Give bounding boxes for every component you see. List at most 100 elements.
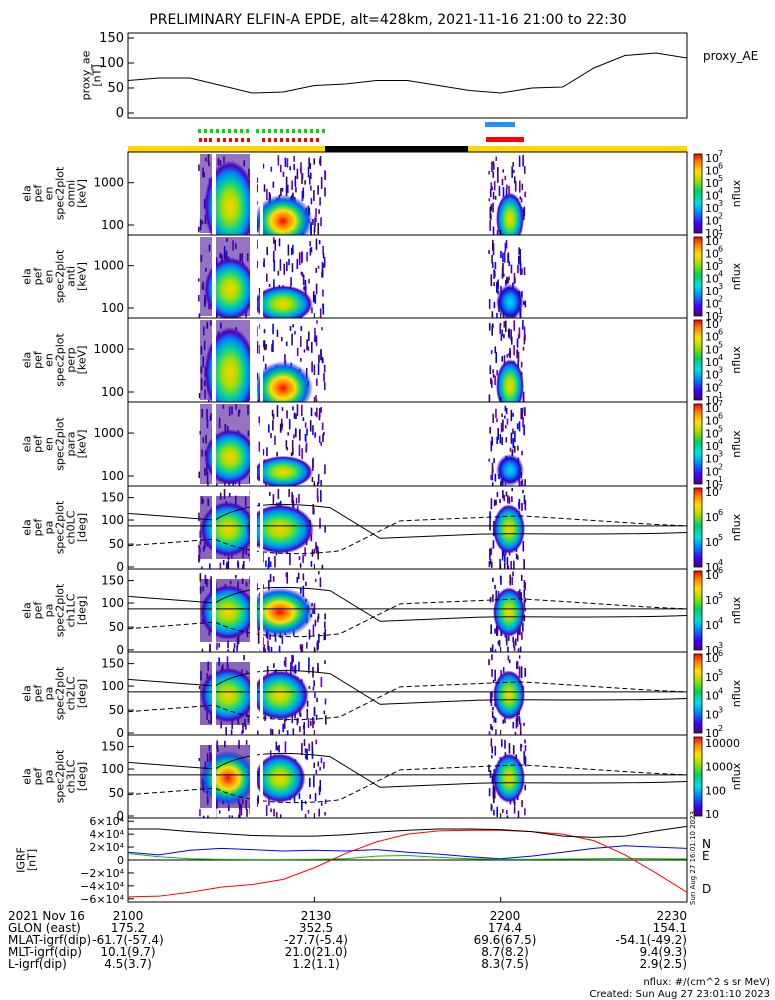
heatmap-speck xyxy=(314,327,316,338)
heatmap-speck xyxy=(490,379,493,388)
heatmap-speck xyxy=(198,512,200,522)
heatmap-speck xyxy=(513,320,516,331)
proxy-ae-tick-label: 50 xyxy=(107,81,124,96)
heatmap-speck xyxy=(274,633,277,642)
heatmap-speck xyxy=(491,726,494,731)
heatmap-speck xyxy=(287,432,289,436)
heatmap-speck xyxy=(317,265,320,269)
y-tick-label: 0 xyxy=(116,809,124,823)
heatmap-speck xyxy=(524,784,527,791)
heatmap-speck xyxy=(268,579,270,590)
heatmap-speck xyxy=(306,642,308,649)
heatmap-speck xyxy=(320,407,322,413)
heatmap-speck xyxy=(274,239,277,251)
heatmap-speck xyxy=(228,492,231,497)
heatmap-speck xyxy=(489,220,491,231)
heatmap-speck xyxy=(519,589,521,599)
green-marker xyxy=(304,129,307,133)
heatmap-speck xyxy=(315,217,317,222)
y-tick-label: 150 xyxy=(101,574,124,588)
colorbar-tick-label: 10 xyxy=(705,536,719,549)
heatmap-speck xyxy=(524,756,527,767)
heatmap-speck xyxy=(207,399,210,402)
colorbar-tick-label: 10 xyxy=(705,260,719,273)
heatmap-speck xyxy=(300,358,302,362)
heatmap-blob xyxy=(493,670,525,721)
heatmap-speck xyxy=(517,351,520,363)
heatmap-speck xyxy=(231,815,234,818)
heatmap-speck xyxy=(290,452,293,457)
heatmap-speck xyxy=(323,710,326,715)
heatmap-speck xyxy=(522,540,525,552)
heatmap-speck xyxy=(513,446,516,453)
heatmap-speck xyxy=(316,641,319,651)
heatmap-speck xyxy=(491,311,494,318)
heatmap-speck xyxy=(290,277,292,286)
heatmap-speck xyxy=(209,563,211,569)
heatmap-speck xyxy=(321,271,323,278)
heatmap-speck xyxy=(324,698,327,705)
heatmap-speck xyxy=(491,436,493,446)
heatmap-speck xyxy=(490,803,493,812)
heatmap-speck xyxy=(209,643,211,652)
heatmap-speck xyxy=(508,496,511,504)
heatmap-speck xyxy=(321,356,324,363)
heatmap-speck xyxy=(491,462,494,475)
heatmap-speck xyxy=(488,560,491,568)
y-tick-label: 0 xyxy=(116,643,124,657)
heatmap-speck xyxy=(262,163,265,169)
heatmap-speck xyxy=(299,167,302,172)
heatmap-speck xyxy=(523,495,526,505)
heatmap-speck xyxy=(299,563,302,568)
red-marker xyxy=(316,138,319,142)
heatmap-speck xyxy=(215,483,218,486)
heatmap-speck xyxy=(276,746,279,751)
heatmap-speck xyxy=(512,162,515,167)
heatmap-speck xyxy=(316,378,318,386)
heatmap-speck xyxy=(501,549,504,561)
colorbar-tick-exponent: 1 xyxy=(718,224,723,233)
heatmap-speck xyxy=(256,344,259,354)
heatmap-speck xyxy=(501,266,504,279)
colorbar-label: nflux xyxy=(730,346,743,374)
heatmap-speck xyxy=(279,259,282,271)
heatmap-speck xyxy=(315,769,318,774)
heatmap-speck xyxy=(323,762,325,769)
heatmap-speck xyxy=(511,451,514,457)
heatmap-speck xyxy=(199,548,201,553)
heatmap-speck xyxy=(323,632,326,641)
heatmap-speck xyxy=(272,250,275,262)
heatmap-speck xyxy=(496,370,498,376)
colorbar-tick-label: 10 xyxy=(705,644,719,657)
heatmap-speck xyxy=(314,432,317,437)
heatmap-speck xyxy=(501,437,503,446)
heatmap-speck xyxy=(294,178,297,187)
heatmap-speck xyxy=(516,349,518,359)
heatmap-speck xyxy=(492,226,495,235)
heatmap-speck xyxy=(488,764,490,772)
heatmap-speck xyxy=(502,252,504,263)
heatmap-speck xyxy=(232,648,235,652)
colorbar-label: nflux xyxy=(730,596,743,624)
colorbar-tick-label: 10 xyxy=(705,331,719,344)
heatmap-speck xyxy=(492,161,495,165)
heatmap-speck xyxy=(507,655,510,661)
heatmap-speck xyxy=(262,355,265,362)
heatmap-speck xyxy=(298,494,300,504)
heatmap-speck xyxy=(524,191,526,198)
colorbar-tick-exponent: 3 xyxy=(718,199,723,208)
heatmap-speck xyxy=(524,407,526,417)
heatmap-speck xyxy=(322,263,325,268)
heatmap-speck xyxy=(491,254,493,264)
heatmap-speck xyxy=(515,717,518,729)
colorbar-label: nflux xyxy=(730,262,743,290)
green-marker xyxy=(234,129,237,133)
heatmap-speck xyxy=(316,407,318,418)
heatmap-speck xyxy=(316,546,319,552)
heatmap-speck xyxy=(263,258,265,268)
heatmap-speck xyxy=(303,729,306,735)
igrf-tick-label: 6×10⁴ xyxy=(89,815,124,828)
colorbar-label: nflux xyxy=(730,513,743,541)
heatmap-speck xyxy=(317,667,319,673)
heatmap-speck xyxy=(281,187,284,192)
